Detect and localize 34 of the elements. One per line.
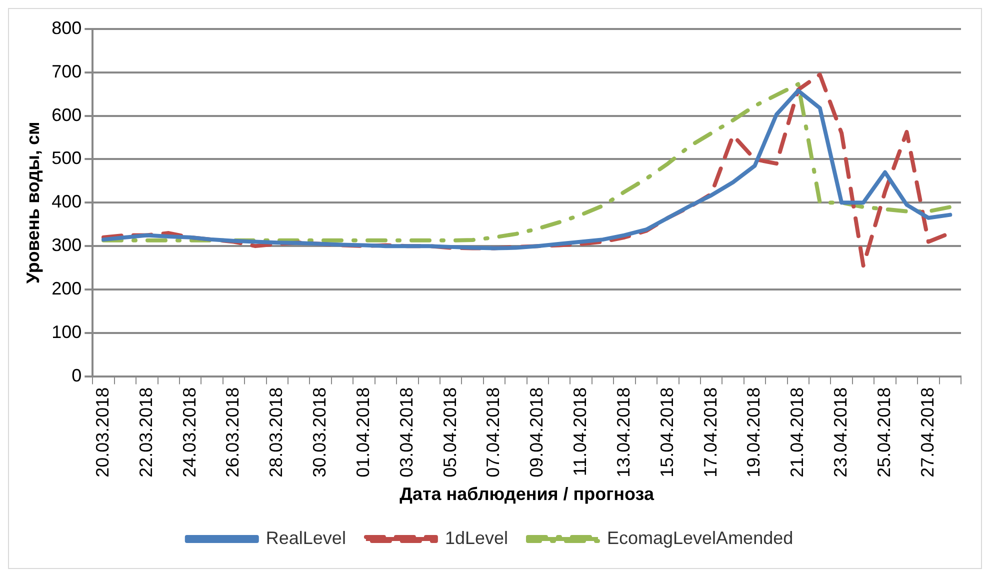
- y-tick-label: 100: [52, 322, 82, 342]
- y-tick-label: 700: [52, 61, 82, 82]
- y-tick-label: 300: [52, 235, 82, 256]
- legend-label: EcomagLevelAmended: [606, 528, 794, 548]
- x-tick-label: 05.04.2018: [440, 387, 460, 478]
- x-axis-title: Дата наблюдения / прогноза: [400, 484, 655, 504]
- x-tick-label: 09.04.2018: [526, 387, 547, 478]
- legend-label: 1dLevel: [444, 528, 508, 548]
- y-tick-label: 800: [52, 18, 82, 38]
- y-tick-label: 200: [52, 278, 82, 298]
- x-tick-label: 01.04.2018: [352, 387, 373, 478]
- x-tick-label: 23.04.2018: [830, 387, 851, 478]
- x-tick-label: 28.03.2018: [266, 387, 286, 478]
- y-tick-label: 0: [72, 365, 82, 386]
- x-tick-label: 21.04.2018: [787, 387, 808, 478]
- x-tick-label: 17.04.2018: [700, 387, 720, 478]
- y-tick-label: 600: [52, 104, 82, 125]
- x-tick-label: 27.04.2018: [917, 387, 938, 478]
- x-tick-label: 20.03.2018: [92, 387, 112, 478]
- x-tick-label: 24.03.2018: [179, 387, 200, 478]
- x-tick-label: 19.04.2018: [744, 387, 764, 478]
- x-tick-label: 25.04.2018: [874, 387, 894, 478]
- x-tick-label: 26.03.2018: [222, 387, 243, 478]
- x-tick-label: 15.04.2018: [656, 387, 677, 478]
- y-tick-label: 400: [52, 192, 82, 212]
- x-tick-label: 13.04.2018: [613, 387, 634, 478]
- x-tick-label: 30.03.2018: [310, 387, 330, 478]
- x-tick-label: 11.04.2018: [570, 387, 590, 476]
- y-tick-label: 500: [52, 148, 82, 168]
- x-tick-label: 22.03.2018: [136, 387, 156, 478]
- y-axis-title: Уровень воды, см: [22, 122, 43, 284]
- x-tick-label: 07.04.2018: [483, 387, 504, 478]
- legend-label: RealLevel: [266, 528, 346, 548]
- x-tick-label: 03.04.2018: [396, 387, 416, 478]
